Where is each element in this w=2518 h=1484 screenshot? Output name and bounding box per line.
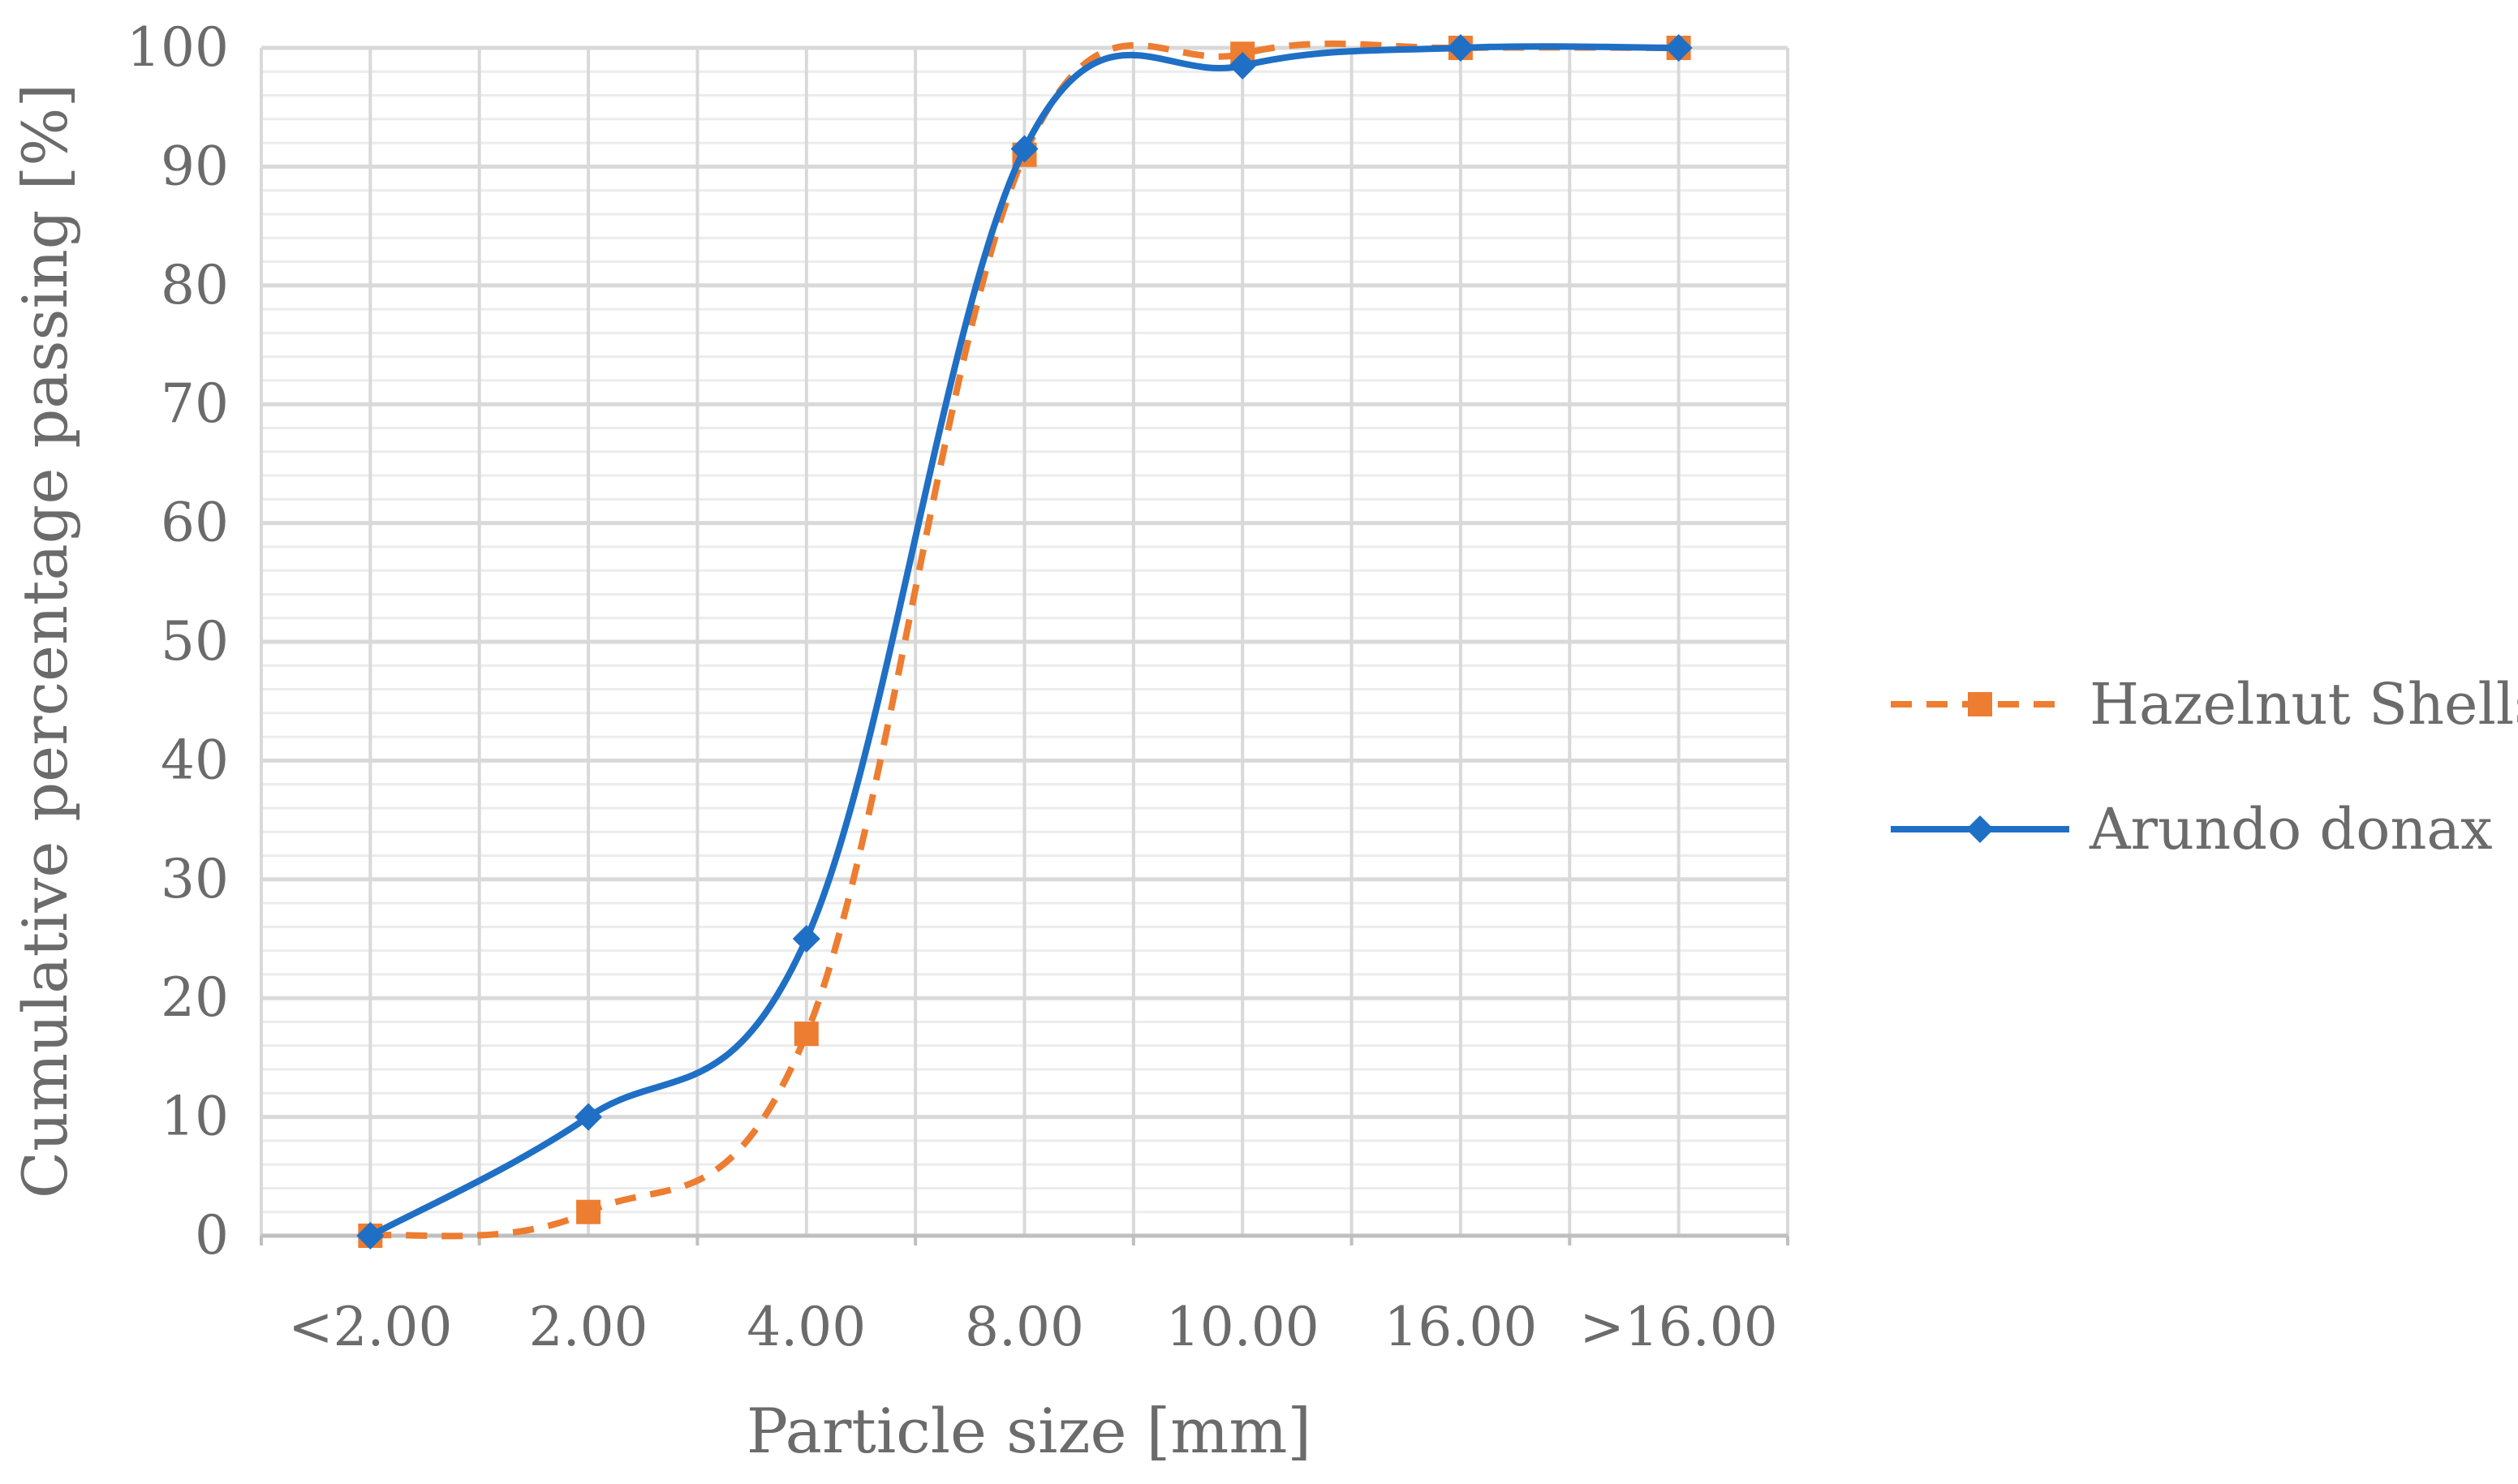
x-tick-label: 2.00 [529, 1296, 648, 1358]
data-point [1229, 51, 1257, 80]
data-point [792, 925, 820, 953]
data-point [1446, 34, 1474, 62]
x-axis-title: Particle size [mm] [747, 1395, 1311, 1467]
y-tick-label: 50 [161, 610, 229, 673]
legend-item: Arundo donax [1891, 796, 2493, 862]
x-tick-label: 4.00 [747, 1296, 866, 1358]
y-tick-label: 90 [161, 135, 229, 197]
grid [260, 45, 1789, 1245]
legend-label: Hazelnut Shells [2090, 671, 2518, 738]
y-tick-label: 70 [161, 372, 229, 435]
y-tick-label: 20 [161, 966, 229, 1029]
legend-marker [1968, 692, 1992, 716]
x-tick-label: 16.00 [1384, 1296, 1537, 1358]
y-tick-labels: 0 10 20 30 40 50 60 70 80 90 100 [127, 16, 229, 1267]
data-point [1010, 135, 1039, 163]
legend-item: Hazelnut Shells [1891, 671, 2518, 738]
x-tick-labels: <2.00 2.00 4.00 8.00 10.00 16.00 >16.00 [288, 1296, 1778, 1358]
y-axis-title: Cumulative percentage passing [%] [9, 84, 81, 1198]
series-lines [356, 34, 1693, 1250]
series-line [368, 43, 1679, 1239]
x-tick-label: >16.00 [1580, 1296, 1778, 1358]
x-tick-label: 8.00 [965, 1296, 1084, 1358]
data-point [575, 1103, 603, 1131]
y-tick-label: 100 [127, 16, 229, 79]
series-2 [356, 34, 1693, 1250]
legend-marker [1966, 815, 1994, 843]
y-tick-label: 30 [161, 848, 229, 910]
y-tick-label: 0 [195, 1204, 229, 1267]
legend: Hazelnut Shells Arundo donax [1891, 671, 2518, 862]
legend-label: Arundo donax [2089, 796, 2493, 862]
y-tick-label: 40 [161, 729, 229, 791]
y-tick-label: 60 [161, 492, 229, 554]
y-tick-label: 10 [161, 1086, 229, 1148]
data-point [576, 1199, 601, 1224]
data-point [794, 1022, 819, 1047]
x-tick-label: <2.00 [288, 1296, 452, 1358]
data-point [356, 1222, 385, 1250]
y-tick-label: 80 [161, 254, 229, 316]
data-point [1664, 34, 1693, 62]
x-tick-label: 10.00 [1166, 1296, 1319, 1358]
